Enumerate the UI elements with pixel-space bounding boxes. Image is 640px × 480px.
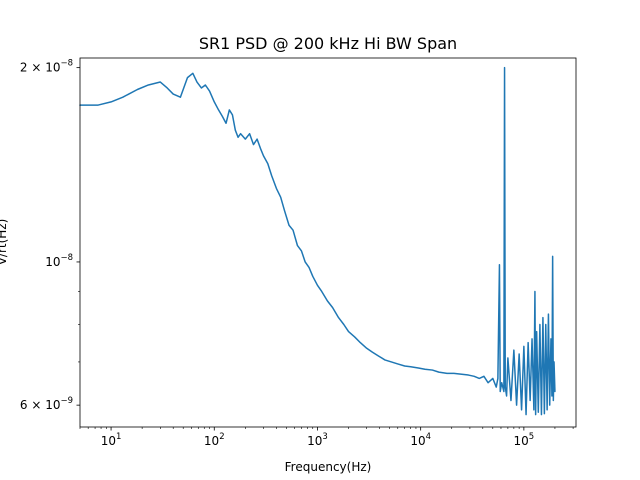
- y-axis-label: V/rt(Hz): [0, 219, 9, 266]
- y-tick-label: 2 × 10−8: [20, 59, 73, 75]
- x-axis-ticks: 101 102 103 104 105: [101, 427, 535, 448]
- x-tick-label: 102: [204, 432, 225, 448]
- y-axis-ticks: 2 × 10−8 10−8 6 × 10−9: [20, 59, 80, 412]
- y-tick-label: 10−8: [45, 253, 73, 269]
- chart-title: SR1 PSD @ 200 kHz Hi BW Span: [199, 34, 457, 53]
- y-tick-label: 6 × 10−9: [20, 396, 73, 412]
- series-layer: [79, 66, 556, 416]
- plot-frame: [79, 57, 577, 428]
- x-minor-ticks: [79, 427, 574, 429]
- x-tick-label: 105: [514, 432, 535, 448]
- x-tick-label: 103: [307, 432, 328, 448]
- series-line-0: [79, 66, 556, 416]
- x-axis-label: Frequency(Hz): [285, 460, 372, 474]
- y-minor-ticks: [78, 291, 80, 363]
- x-tick-label: 104: [410, 432, 431, 448]
- x-tick-label: 101: [101, 432, 122, 448]
